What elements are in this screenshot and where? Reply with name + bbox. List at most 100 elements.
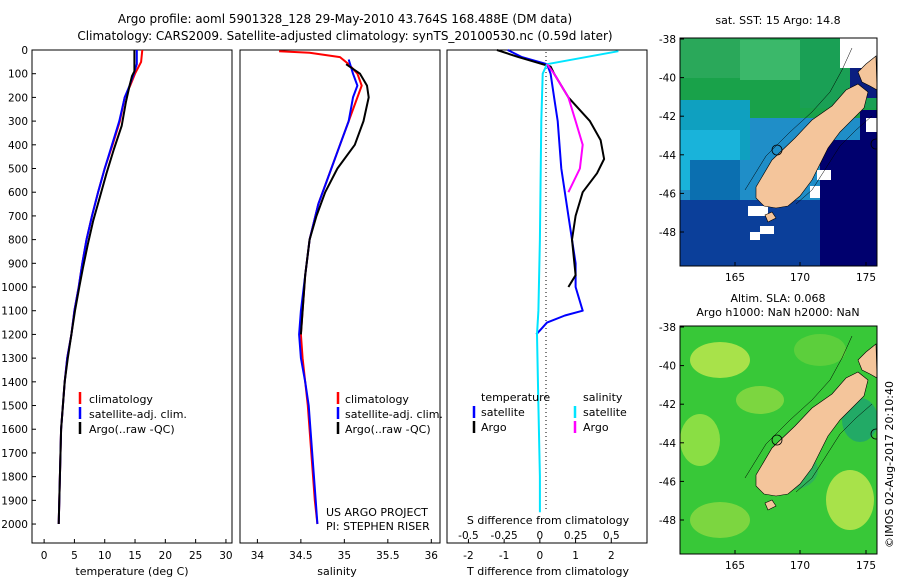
lat-tick-label: -44 [659, 438, 676, 450]
salinity-tick-label: 36 [425, 550, 439, 562]
temperature-tick-label: 30 [219, 550, 232, 562]
lon-tick-label: 175 [856, 560, 876, 572]
s-difference-tick-label: 0 [537, 530, 544, 542]
s-difference-axis: -0.5 -0.25 0 0.25 0.5 [458, 530, 619, 542]
sla-field [680, 326, 877, 554]
depth-tick-label: 1600 [1, 424, 28, 436]
sst-field [680, 38, 877, 266]
legend-argo-label: Argo(..raw -QC) [345, 423, 431, 436]
depth-tick-label: 600 [8, 187, 28, 199]
salinity-panel: 34 34.5 35 35.5 36 climatology satellite-adj… [239, 49, 443, 578]
legend-satellite-label: satellite-adj. clim. [89, 408, 187, 421]
lat-tick-label: -42 [659, 111, 676, 123]
south-island-land [755, 83, 869, 209]
argo-position-marker-edge [870, 138, 877, 150]
depth-tick-label: 200 [8, 92, 28, 104]
difference-plot-frame [446, 49, 648, 544]
salinity-series [279, 50, 370, 525]
temperature-tick-label: 0 [41, 550, 48, 562]
sst-lat-axis: -38 -40 -42 -44 -46 -48 [659, 34, 684, 239]
isobath-contour [744, 47, 873, 205]
depth-tick-label: 500 [8, 164, 28, 176]
figure-title-line1: Argo profile: aoml 5901328_128 29-May-20… [118, 12, 572, 26]
imos-timestamp: ©IMOS 02-Aug-2017 20:10:40 [883, 381, 896, 548]
figure-title-line2: Climatology: CARS2009. Satellite-adjuste… [77, 29, 612, 43]
depth-tick-label: 1200 [1, 329, 28, 341]
s-difference-tick-label: 0.5 [603, 530, 620, 542]
depth-tick-label: 2000 [1, 519, 28, 531]
depth-axis: 0 100 200 300 400 500 600 700 800 900 1000 1100 1200… [1, 45, 36, 531]
credit-pi: PI: STEPHEN RISER [326, 520, 430, 533]
temperature-tick-label: 25 [189, 550, 202, 562]
salinity-tick-label: 34.5 [289, 550, 312, 562]
lon-tick-label: 165 [725, 560, 745, 572]
s-difference-axis-label: S difference from climatology [467, 514, 630, 527]
legend-temp-argo-label: Argo [481, 421, 507, 434]
s-difference-tick-label: 0.25 [564, 530, 587, 542]
stewart-island-land [764, 499, 777, 511]
legend-temp-satellite-label: satellite [481, 406, 525, 419]
t-difference-tick-label: 1 [572, 550, 579, 562]
series-line-salinity-argo [546, 63, 584, 193]
lat-tick-label: -48 [659, 227, 676, 239]
temperature-tick-label: 15 [128, 550, 141, 562]
depth-tick-label: 1700 [1, 448, 28, 460]
series-line-argo-raw-qc- [57, 50, 136, 525]
sst-lon-axis: 165 170 175 [725, 262, 876, 284]
difference-panel: -2 -1 0 1 2 -0.5 -0.25 0 0.25 0.5 temperature sa… [446, 49, 648, 578]
sla-map-title-line2: Argo h1000: NaN h2000: NaN [696, 306, 859, 319]
sla-lat-axis: -38 -40 -42 -44 -46 -48 [659, 322, 684, 527]
legend-climatology-label: climatology [345, 393, 409, 406]
t-difference-tick-label: -1 [499, 550, 509, 562]
depth-tick-label: 400 [8, 140, 28, 152]
temperature-axis-label: temperature (deg C) [75, 565, 188, 578]
argo-position-marker [771, 434, 783, 446]
depth-tick-label: 1800 [1, 472, 28, 484]
depth-tick-label: 1100 [1, 306, 28, 318]
depth-tick-label: 800 [8, 235, 28, 247]
depth-tick-label: 300 [8, 116, 28, 128]
stewart-island-land [764, 211, 777, 223]
isobath-contour [744, 335, 873, 493]
temperature-tick-label: 5 [71, 550, 78, 562]
lat-tick-label: -44 [659, 150, 676, 162]
temperature-series [57, 49, 144, 525]
depth-tick-label: 1000 [1, 282, 28, 294]
t-difference-tick-label: 2 [608, 550, 615, 562]
lat-tick-label: -46 [659, 188, 676, 200]
lat-tick-label: -42 [659, 399, 676, 411]
sst-map-title: sat. SST: 15 Argo: 14.8 [715, 14, 840, 27]
lon-tick-label: 170 [790, 272, 810, 284]
lat-tick-label: -38 [659, 34, 676, 46]
temperature-tick-label: 10 [98, 550, 111, 562]
series-line-argo-raw-qc- [299, 63, 370, 335]
s-difference-tick-label: -0.25 [491, 530, 518, 542]
sla-map-title-line1: Altim. SLA: 0.068 [730, 292, 825, 305]
salinity-axis: 34 34.5 35 35.5 36 [251, 539, 439, 562]
depth-tick-label: 700 [8, 211, 28, 223]
depth-tick-label: 1900 [1, 495, 28, 507]
legend-satellite-label: satellite-adj. clim. [345, 408, 443, 421]
north-island-land [857, 343, 877, 379]
temperature-axis: 0 5 10 15 20 25 30 [41, 539, 233, 562]
south-island-land [755, 371, 869, 497]
difference-legend: temperature satellite Argo salinity sate… [472, 391, 627, 434]
legend-sal-argo-label: Argo [583, 421, 609, 434]
salinity-axis-label: salinity [317, 565, 357, 578]
s-difference-tick-label: -0.5 [458, 530, 479, 542]
t-difference-tick-label: -2 [463, 550, 473, 562]
lat-tick-label: -46 [659, 476, 676, 488]
depth-tick-label: 100 [8, 69, 28, 81]
credit-project: US ARGO PROJECT [326, 506, 428, 519]
legend-climatology-label: climatology [89, 393, 153, 406]
depth-tick-label: 1300 [1, 353, 28, 365]
temperature-panel: 0100200300400500600700800900100011001200… [1, 45, 232, 578]
salinity-plot-frame [239, 49, 441, 544]
legend-argo-label: Argo(..raw -QC) [89, 423, 175, 436]
argo-position-marker [771, 144, 783, 156]
legend-sal-satellite-label: satellite [583, 406, 627, 419]
north-island-land [857, 55, 877, 91]
sst-map: sat. SST: 15 Argo: 14.8 [659, 14, 878, 284]
depth-tick-label: 1400 [1, 377, 28, 389]
lat-tick-label: -40 [659, 361, 676, 373]
